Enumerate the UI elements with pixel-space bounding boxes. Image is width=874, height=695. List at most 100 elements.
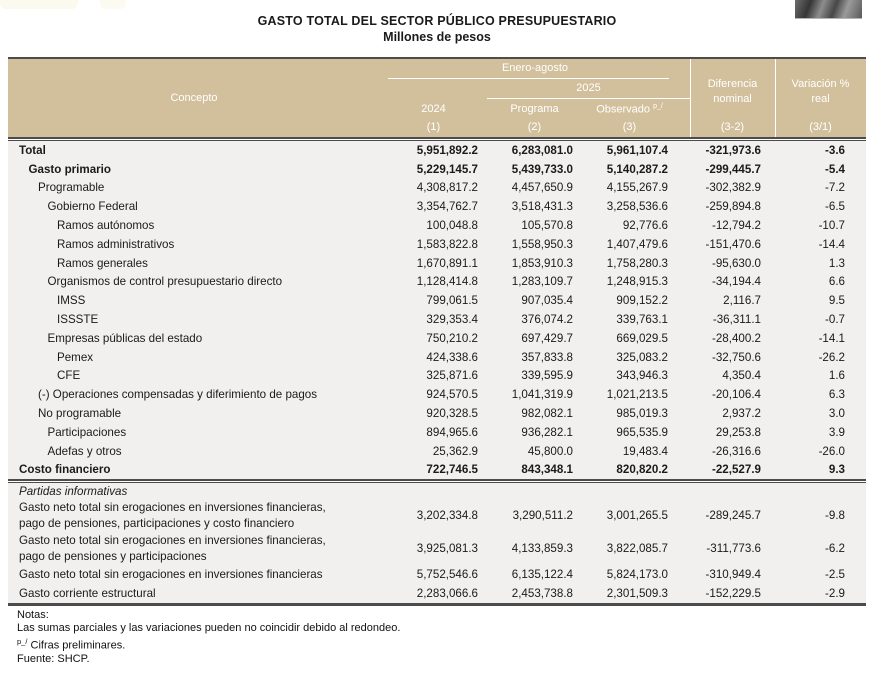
row-value: -14.4 [818, 237, 845, 251]
row-value: 3,925,081.3 [416, 542, 478, 556]
row-label: ISSSTE [57, 313, 99, 327]
row-value: 3,822,085.7 [606, 542, 668, 556]
row-value: 3,258,536.6 [606, 200, 668, 214]
table-row: Ramos autónomos 100,048.8 105,570.8 92,776.… [8, 216, 866, 235]
row-value: -26.0 [818, 444, 845, 458]
row-value: -310,949.4 [705, 567, 761, 581]
row-value: 6.6 [828, 275, 845, 289]
row-value: 376,074.2 [521, 313, 573, 327]
row-label: Adefas y otros [47, 444, 122, 458]
row-value: 6.3 [828, 388, 845, 402]
column-separator [690, 59, 691, 137]
row-value: 722,746.5 [426, 463, 478, 477]
row-label: Gasto neto total sin erogaciones en inve… [19, 534, 326, 563]
row-value: 3,354,762.7 [416, 200, 478, 214]
table-row: IMSS 799,061.5 907,035.4 909,152.2 2,116.7 9.… [8, 291, 866, 310]
row-value: -2.5 [825, 567, 845, 581]
row-value: 2,116.7 [723, 294, 761, 308]
row-label: Ramos autónomos [57, 219, 155, 233]
table-row: CFE 325,871.6 339,595.9 343,946.3 4,350.4 1.6 [8, 367, 866, 386]
row-label: CFE [57, 369, 81, 383]
row-value: 1,283,109.7 [511, 275, 573, 289]
row-value: -299,445.7 [705, 162, 761, 176]
row-value: -26.2 [818, 350, 845, 364]
row-value: -3.6 [825, 143, 845, 157]
row-value: 1,583,822.8 [416, 237, 478, 251]
table-header: Concepto Enero-agosto 2025 2024 Programa… [8, 57, 866, 137]
row-value: 924,570.5 [426, 388, 478, 402]
row-value: -22,527.9 [712, 463, 761, 477]
row-value: 339,763.1 [616, 313, 668, 327]
table-row: (-) Operaciones compensadas y diferimien… [8, 385, 866, 404]
row-value: 5,824,173.0 [606, 567, 668, 581]
row-value: 843,348.1 [521, 463, 573, 477]
observado-label: Observado [596, 103, 650, 116]
row-value: -7.2 [825, 181, 845, 195]
row-value: -10.7 [818, 219, 845, 233]
row-label: Gasto corriente estructural [19, 586, 156, 600]
row-value: -20,106.4 [712, 388, 761, 402]
row-value: -26,316.6 [712, 444, 761, 458]
row-value: -2.9 [825, 586, 845, 600]
row-value: 19,483.4 [622, 444, 668, 458]
row-value: -32,750.6 [712, 350, 761, 364]
row-label: Gasto neto total sin erogaciones en inve… [19, 501, 326, 530]
row-value: -259,894.8 [705, 200, 761, 214]
row-value: 5,140,287.2 [606, 162, 668, 176]
row-value: -5.4 [825, 162, 845, 176]
col-ref-3-2: (3-2) [720, 121, 745, 133]
row-value: 5,752,546.6 [416, 567, 478, 581]
table-row: Empresas públicas del estado 750,210.2 697… [8, 329, 866, 348]
row-value: 424,338.6 [426, 350, 478, 364]
row-value: -36,311.1 [712, 313, 761, 327]
row-value: 4,308,817.2 [416, 181, 478, 195]
prelim-superscript: p_/ [653, 103, 663, 110]
row-value: 3.9 [828, 425, 845, 439]
note-rounding: Las sumas parciales y las variaciones pu… [17, 621, 401, 634]
table-row: Programable 4,308,817.2 4,457,650.9 4,155,2… [8, 179, 866, 198]
table-row: Adefas y otros 25,362.9 45,800.0 19,483.4 -2… [8, 442, 866, 461]
row-value: 325,083.2 [616, 350, 668, 364]
variacion-line2: real [811, 93, 830, 105]
row-value: 29,253.8 [715, 425, 761, 439]
row-label: No programable [38, 407, 122, 421]
table-row: Organismos de control presupuestario dir… [8, 273, 866, 292]
table-row: Gasto corriente estructural 2,283,066.6 2,… [8, 584, 866, 603]
row-value: 3,518,431.3 [511, 200, 573, 214]
row-value: -289,245.7 [705, 509, 761, 523]
table-row: Participaciones 894,965.6 936,282.1 965,535… [8, 423, 866, 442]
row-label: Gasto primario [28, 162, 111, 176]
row-label: Participaciones [47, 425, 127, 439]
row-value: -34,194.4 [712, 275, 761, 289]
row-label: Ramos administrativos [57, 237, 175, 251]
cropped-logo-remnant [100, 0, 126, 9]
note-preliminary: p_/ Cifras preliminares. [17, 635, 866, 653]
col-ref-3-1: (3/1) [809, 121, 832, 133]
row-value: -9.8 [825, 509, 845, 523]
table-row: Ramos generales 1,670,891.1 1,853,910.3 1,7… [8, 254, 866, 273]
note-source: Fuente: SHCP. [17, 652, 90, 665]
row-value: 1,407,479.6 [606, 237, 668, 251]
cropped-photo-fragment [795, 0, 862, 19]
row-value: 2,301,509.3 [606, 586, 668, 600]
row-label: (-) Operaciones compensadas y diferimien… [38, 388, 318, 402]
row-label: Gasto neto total sin erogaciones en inve… [19, 567, 323, 581]
row-value: 9.3 [828, 463, 845, 477]
row-value: -6.5 [825, 200, 845, 214]
row-value: 3.0 [828, 407, 845, 421]
informativas-body: Gasto neto total sin erogaciones en inve… [8, 499, 866, 603]
section-rule [8, 479, 866, 484]
row-value: 820,820.2 [616, 463, 668, 477]
row-value: 5,229,145.7 [416, 162, 478, 176]
table-bottom-rule [8, 602, 866, 606]
col-group-enero-agosto: Enero-agosto [501, 62, 569, 74]
row-value: 3,290,511.2 [512, 509, 573, 523]
row-value: 5,961,107.4 [606, 143, 668, 157]
table-row: Pemex 424,338.6 357,833.8 325,083.2 -32,750.… [8, 348, 866, 367]
row-value: 909,152.2 [616, 294, 668, 308]
row-value: 343,946.3 [616, 369, 668, 383]
row-value: 45,800.0 [527, 444, 573, 458]
title-block: GASTO TOTAL DEL SECTOR PÚBLICO PRESUPUES… [0, 14, 874, 44]
row-value: 1,758,280.3 [606, 256, 668, 270]
row-label: Empresas públicas del estado [47, 331, 203, 345]
